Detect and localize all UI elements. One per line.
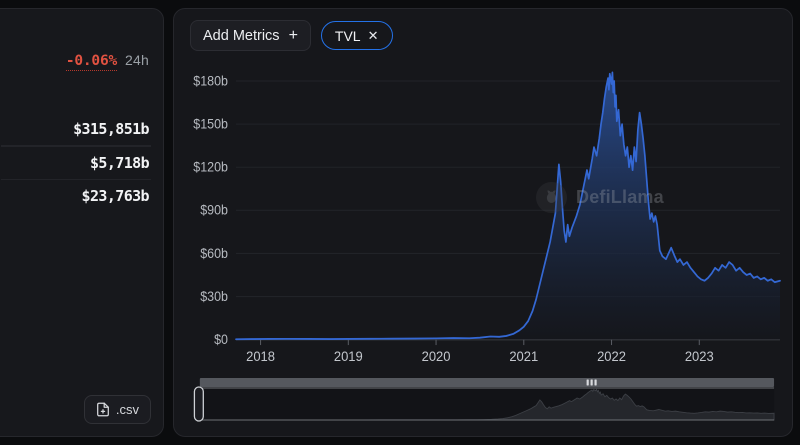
x-axis-tick-label: 2020 <box>422 349 451 365</box>
change-percent[interactable]: -0.06% <box>65 52 117 72</box>
brush-grip[interactable] <box>594 379 597 386</box>
time-range-brush[interactable] <box>188 376 778 428</box>
y-axis-tick-label: $90b <box>200 202 228 218</box>
csv-button-label: .csv <box>115 402 139 417</box>
add-metrics-label: Add Metrics <box>203 27 280 44</box>
tvl-area-chart[interactable]: $0 $30b $60b $90b $120b $150b $180b 2018 2019 202… <box>184 53 782 372</box>
y-axis-tick-label: $150b <box>193 116 228 132</box>
change-period: 24h <box>125 52 149 68</box>
x-axis-tick-label: 2018 <box>246 349 275 365</box>
y-axis-tick-label: $60b <box>200 245 228 261</box>
download-csv-button[interactable]: .csv <box>83 395 151 424</box>
brush-grip[interactable] <box>590 379 593 386</box>
metrics-toolbar: Add Metrics + TVL ✕ <box>184 20 782 51</box>
series-area-tvl <box>236 72 780 340</box>
y-axis-tick-label: $180b <box>193 73 228 89</box>
add-metrics-button[interactable]: Add Metrics + <box>190 20 311 51</box>
table-row: $23,763b <box>1 179 151 212</box>
table-row: $5,718b <box>1 146 151 179</box>
stats-panel: -0.06% 24h $315,851b $5,718b $23,763b <box>0 8 164 437</box>
brush-grip[interactable] <box>586 379 589 386</box>
y-axis-tick-label: $0 <box>214 332 228 348</box>
close-icon[interactable]: ✕ <box>367 28 379 43</box>
metric-chip-label: TVL <box>334 27 361 44</box>
chart-panel: Add Metrics + TVL ✕ $0 $30b $60b $90b $120b $… <box>173 8 793 437</box>
brush-drag-bar[interactable] <box>199 378 775 387</box>
file-plus-icon <box>96 402 110 417</box>
table-row: $315,851b <box>1 113 151 147</box>
x-axis-tick-label: 2021 <box>509 349 538 365</box>
y-axis-tick-label: $30b <box>200 288 228 304</box>
x-axis-tick-label: 2022 <box>597 349 626 365</box>
stat-value-list: $315,851b $5,718b $23,763b <box>1 113 151 212</box>
metric-chip-tvl[interactable]: TVL ✕ <box>320 21 393 50</box>
brush-preview-area <box>197 388 775 421</box>
series-line-tvl <box>235 71 781 341</box>
x-axis-tick-label: 2023 <box>685 349 714 365</box>
y-axis-tick-label: $120b <box>193 159 228 175</box>
stat-value: $23,763b <box>81 187 150 206</box>
plot-area[interactable]: $0 $30b $60b $90b $120b $150b $180b 2018 2019 202… <box>184 53 782 372</box>
x-axis-tick-label: 2019 <box>334 349 363 365</box>
brush-svg[interactable] <box>188 376 778 428</box>
brush-left-handle[interactable] <box>193 386 204 422</box>
stat-value: $5,718b <box>89 154 150 173</box>
stat-value: $315,851b <box>73 120 149 139</box>
plus-icon: + <box>288 26 298 44</box>
csv-button-container: .csv <box>1 395 151 424</box>
change-row: -0.06% 24h <box>1 52 151 72</box>
